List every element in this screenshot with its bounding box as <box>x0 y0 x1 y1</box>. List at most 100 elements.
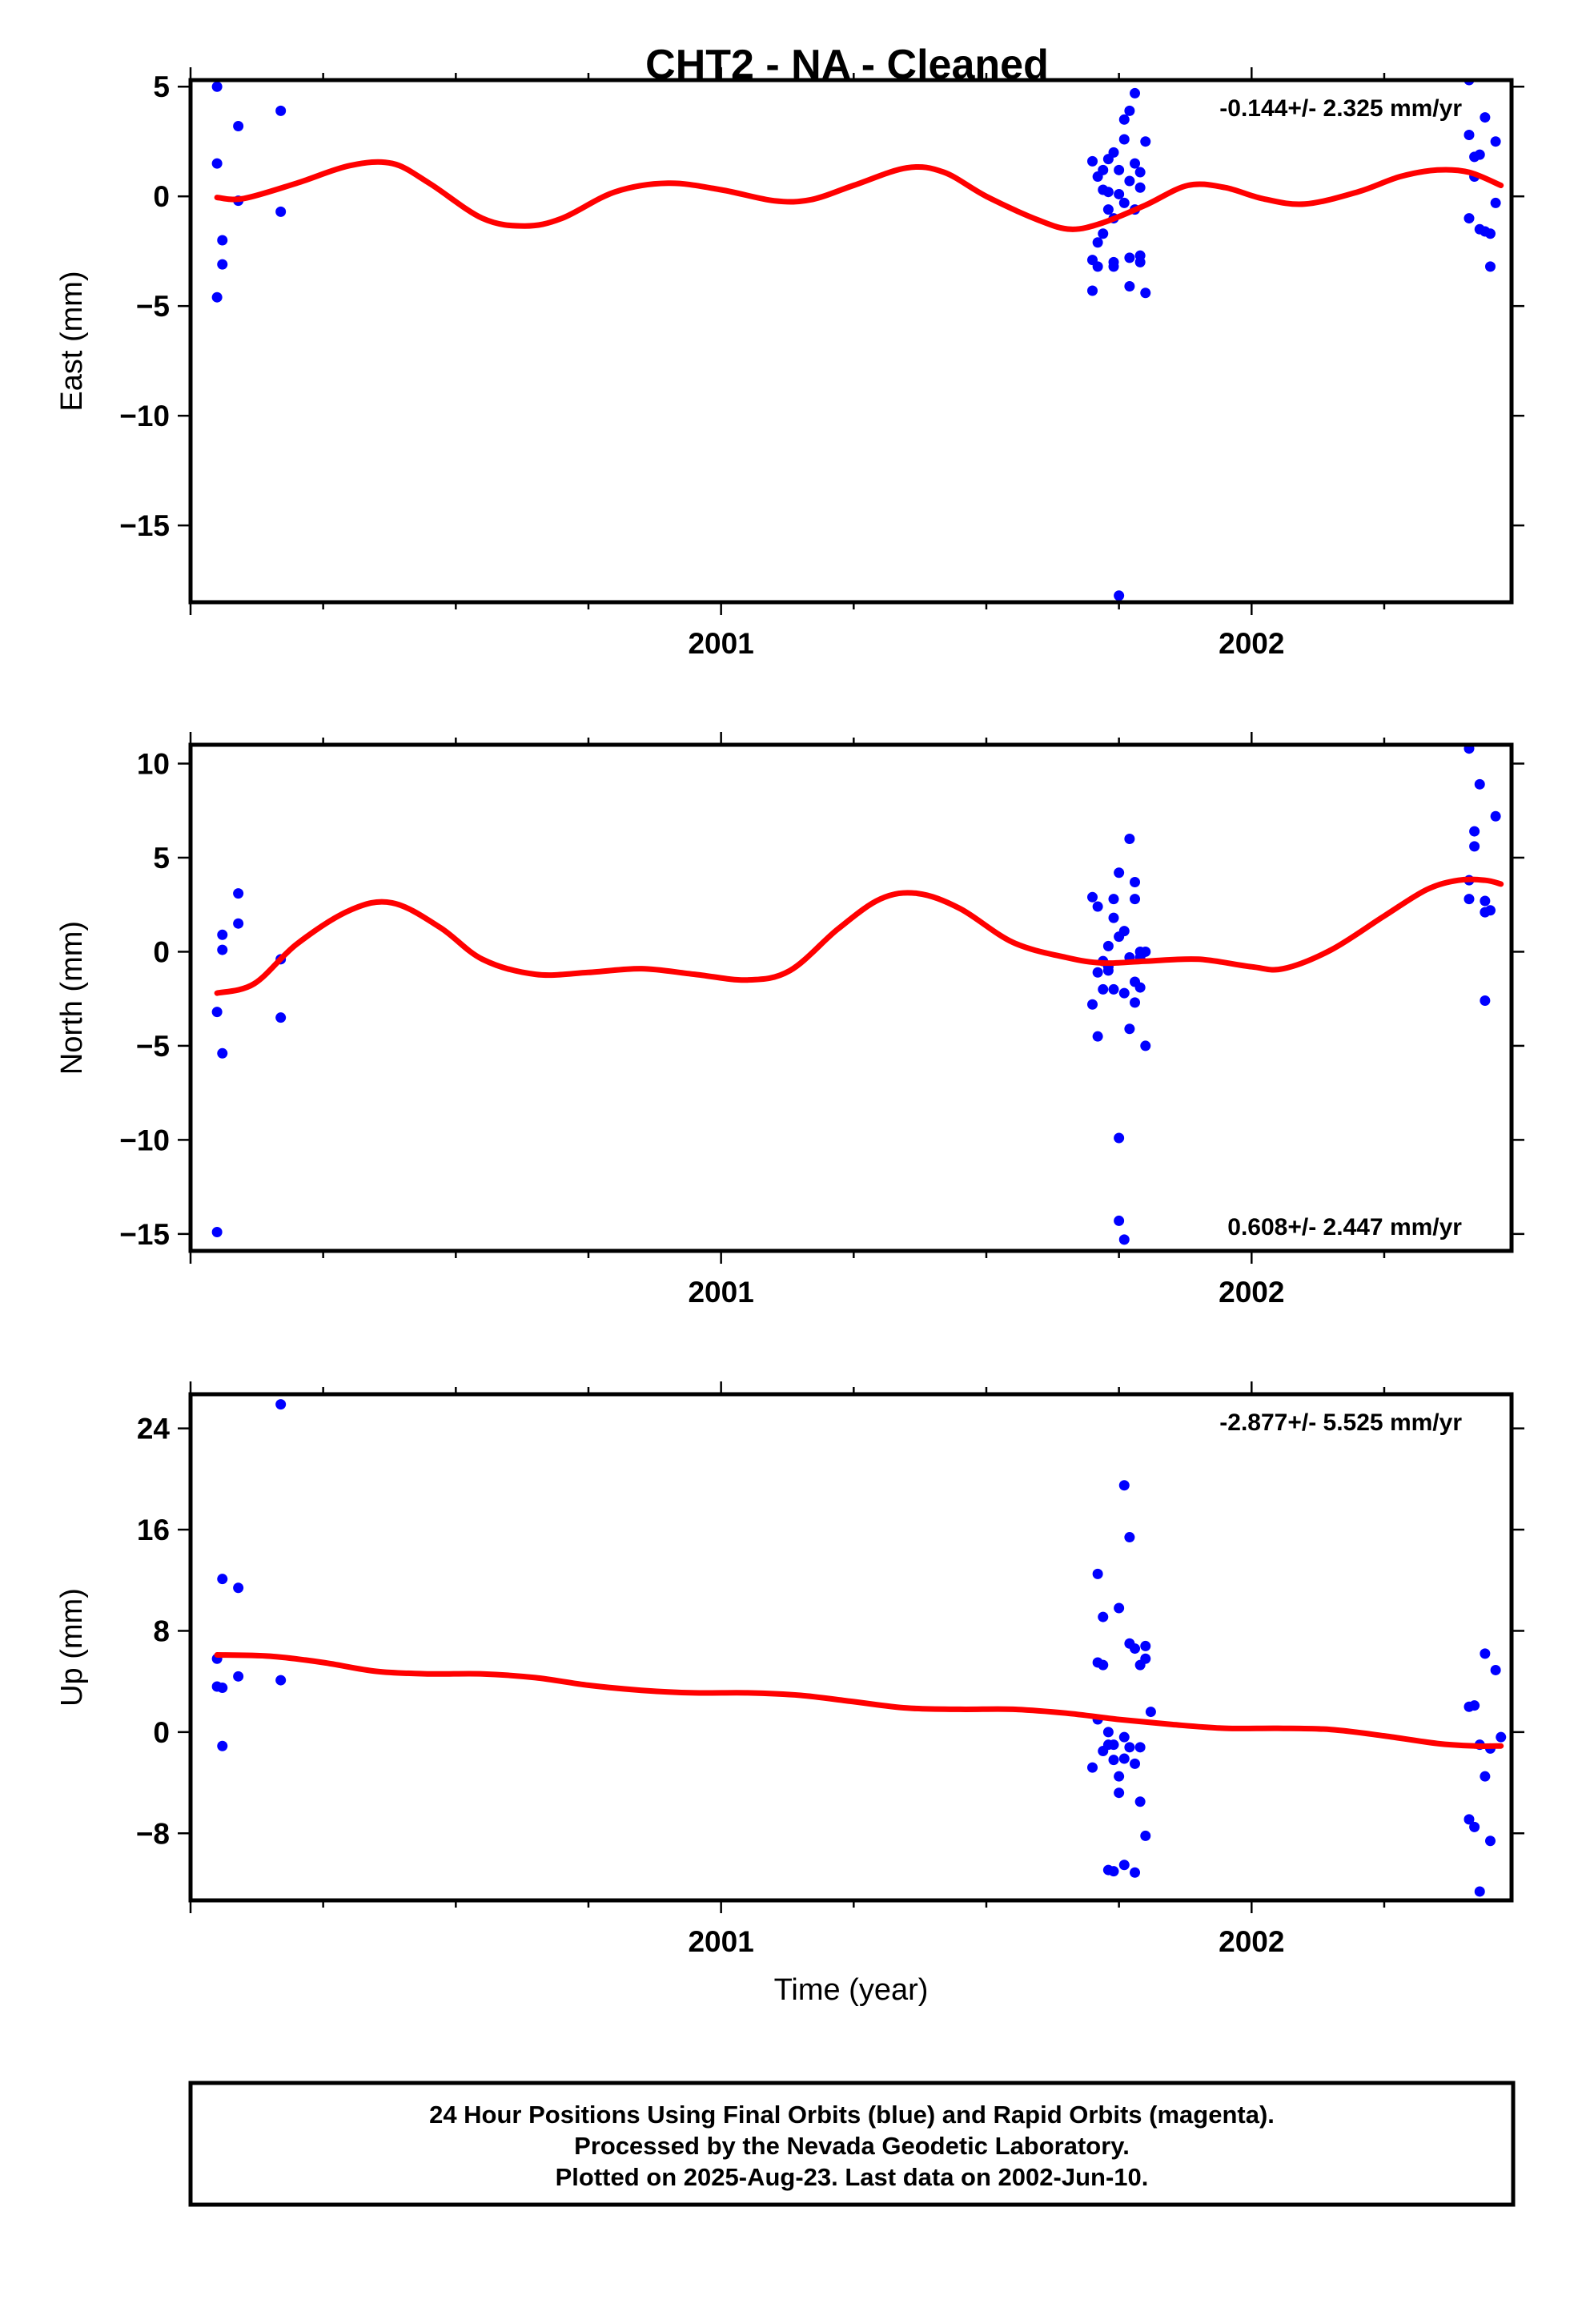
footer-line-2: Processed by the Nevada Geodetic Laborat… <box>574 2132 1130 2160</box>
north-fit-line <box>214 876 1504 996</box>
north-data-point <box>1130 894 1141 905</box>
up-data-point <box>1496 1731 1507 1743</box>
north-data-point <box>1464 745 1475 754</box>
east-fit-line <box>214 159 1504 232</box>
north-data-point <box>1464 894 1475 905</box>
north-data-point <box>1092 901 1103 912</box>
north-data-point <box>1469 826 1480 837</box>
up-data-point <box>217 1683 228 1694</box>
north-data-point <box>233 918 244 929</box>
up-data-point <box>1108 1739 1119 1751</box>
up-data-point <box>1134 1742 1146 1753</box>
east-data-point <box>1140 136 1151 147</box>
up-x-tick-label: 2002 <box>1219 1925 1284 1958</box>
north-data-point <box>1474 778 1485 790</box>
east-data-point <box>275 206 287 217</box>
east-data-point <box>1118 114 1130 125</box>
up-data-point <box>1464 1814 1475 1825</box>
up-data-point <box>1118 1860 1130 1871</box>
up-data-point <box>1134 1796 1146 1807</box>
north-data-point <box>1118 987 1130 999</box>
up-y-axis-label: Up (mm) <box>55 1588 89 1707</box>
up-data-point <box>217 1574 228 1585</box>
up-data-point <box>1098 1659 1109 1671</box>
up-data-point <box>1474 1886 1485 1897</box>
up-points-group <box>211 1399 1507 1897</box>
north-data-point <box>233 888 244 899</box>
up-data-point <box>1484 1835 1496 1847</box>
up-y-tick-label: −8 <box>136 1817 170 1850</box>
up-y-tick-label: 16 <box>137 1514 170 1546</box>
north-data-point <box>1134 982 1146 993</box>
east-data-point <box>217 259 228 270</box>
east-data-point <box>1124 281 1135 292</box>
up-data-point <box>1124 1532 1135 1543</box>
up-data-point <box>1108 1866 1119 1877</box>
east-data-point <box>1484 261 1496 272</box>
north-data-point <box>1469 841 1480 852</box>
up-data-point <box>233 1671 244 1682</box>
north-y-tick-label: −10 <box>119 1124 170 1156</box>
north-data-point <box>1098 983 1109 995</box>
north-y-tick-label: 10 <box>137 747 170 780</box>
north-data-point <box>1124 1023 1135 1035</box>
north-data-point <box>1087 999 1098 1010</box>
east-y-tick-label: −10 <box>119 400 170 432</box>
east-data-point <box>1474 149 1485 160</box>
north-data-point <box>275 1012 287 1023</box>
north-data-point <box>1480 995 1491 1007</box>
up-data-point <box>1480 1771 1491 1782</box>
north-y-axis-label: North (mm) <box>55 921 89 1075</box>
east-data-point <box>1102 204 1114 215</box>
north-data-point <box>1124 833 1135 844</box>
up-y-tick-label: 24 <box>137 1413 171 1445</box>
east-y-tick-label: 5 <box>153 70 170 103</box>
north-data-point <box>1108 983 1119 995</box>
east-y-tick-label: −5 <box>136 290 170 323</box>
east-data-point <box>275 105 287 116</box>
up-fit-line <box>214 1652 1504 1749</box>
east-data-point <box>1102 187 1114 198</box>
east-data-point <box>1484 228 1496 239</box>
up-data-point <box>1124 1742 1135 1753</box>
east-y-axis-label: East (mm) <box>55 271 89 411</box>
north-data-point <box>1114 1132 1125 1144</box>
footer-line-3: Plotted on 2025-Aug-23. Last data on 200… <box>556 2163 1149 2191</box>
east-data-point <box>1118 197 1130 208</box>
north-panel: 2001 2002 10 5 0 −5 −10 −15 0.608+/- 2.447 mm/yr… <box>55 732 1524 1309</box>
north-data-point <box>217 1047 228 1059</box>
north-data-point <box>211 1007 223 1018</box>
east-y-tick-label: 0 <box>153 180 170 213</box>
up-data-point <box>1108 1755 1119 1766</box>
up-x-axis-label: Time (year) <box>774 1973 929 2007</box>
up-data-point <box>1130 1758 1141 1769</box>
east-data-point <box>1118 134 1130 145</box>
up-data-point <box>1114 1771 1125 1782</box>
east-data-point <box>1490 197 1501 208</box>
north-data-point <box>217 929 228 940</box>
east-points-group <box>211 80 1501 601</box>
up-data-point <box>233 1582 244 1594</box>
north-data-point <box>1092 1031 1103 1042</box>
up-data-point <box>1087 1762 1098 1773</box>
east-data-point <box>1134 167 1146 178</box>
up-data-point <box>1480 1648 1491 1659</box>
east-data-point <box>1087 155 1098 167</box>
north-y-tick-label: 5 <box>153 842 170 875</box>
east-data-point <box>1087 285 1098 296</box>
east-data-point <box>1130 158 1141 169</box>
north-x-tick-label: 2002 <box>1219 1276 1284 1309</box>
up-x-tick-label: 2001 <box>688 1925 753 1958</box>
north-data-point <box>1087 891 1098 903</box>
east-data-point <box>1130 87 1141 99</box>
up-data-point <box>1092 1568 1103 1579</box>
north-data-point <box>1092 967 1103 978</box>
north-data-point <box>1140 1040 1151 1051</box>
east-data-point <box>1140 287 1151 299</box>
east-data-point <box>1108 256 1119 267</box>
east-data-point <box>1108 147 1119 158</box>
east-data-point <box>211 292 223 303</box>
up-y-tick-label: 0 <box>153 1716 170 1749</box>
north-data-point <box>1140 946 1151 957</box>
